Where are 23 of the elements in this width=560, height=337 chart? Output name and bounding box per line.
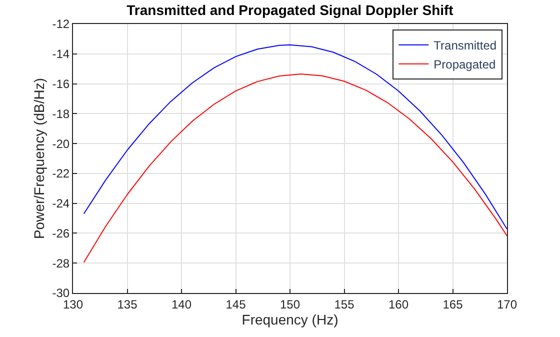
y-tick-label: -28 (52, 256, 70, 270)
x-tick-label: 160 (388, 297, 409, 312)
y-tick-label: -22 (52, 166, 70, 181)
x-axis-title: Frequency (Hz) (242, 312, 338, 328)
x-tick-label: 165 (442, 297, 464, 312)
y-tick-label: -18 (52, 106, 70, 121)
x-tick-label: 140 (171, 297, 192, 312)
y-tick-label: -14 (52, 47, 70, 62)
y-tick-label: -24 (52, 196, 70, 211)
legend-label: Propagated (434, 58, 496, 72)
x-tick-label: 155 (334, 297, 355, 312)
y-tick-label: -16 (52, 76, 70, 91)
legend-label: Transmitted (434, 38, 497, 53)
y-tick-label: -26 (52, 226, 70, 240)
chart-title: Transmitted and Propagated Signal Doppler Shift (126, 2, 454, 18)
y-tick-label: -12 (52, 17, 70, 32)
x-tick-label: 145 (226, 297, 246, 312)
x-tick-label: 150 (280, 297, 300, 312)
y-tick-label: -20 (52, 136, 70, 151)
x-tick-label: 170 (496, 297, 518, 312)
line-series (83, 74, 507, 263)
y-axis-title: Power/Frequency (dB/Hz) (30, 78, 47, 240)
x-tick-label: 135 (117, 297, 138, 312)
